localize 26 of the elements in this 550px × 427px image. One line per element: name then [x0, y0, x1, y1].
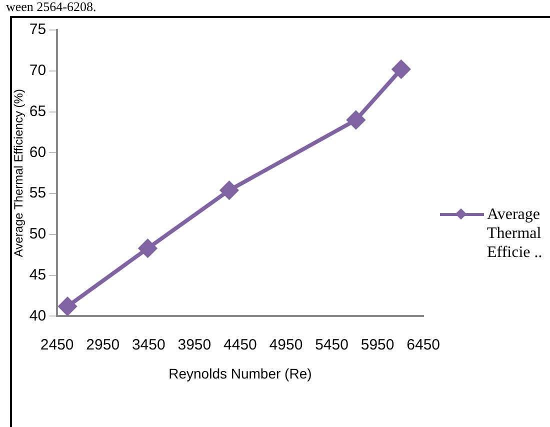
y-tick-label: 65: [29, 102, 46, 120]
x-tick-label: 4450: [224, 336, 257, 354]
x-tick-label: 4950: [269, 336, 303, 354]
y-tick-label: 70: [29, 62, 46, 80]
point: [346, 110, 365, 129]
y-tick-label: 60: [29, 144, 46, 161]
y-tick-label: 50: [29, 226, 46, 243]
y-tick-label: 75: [29, 21, 46, 38]
y-tick-label: 40: [29, 307, 46, 324]
x-tick-label: 6450: [406, 336, 440, 354]
point: [392, 60, 410, 78]
y-axis-title: Average Thermal Efficiency (%): [12, 89, 26, 258]
x-tick-label: 5950: [360, 336, 394, 354]
point: [220, 181, 238, 200]
x-tick-label: 2950: [86, 336, 120, 354]
point: [58, 297, 77, 316]
y-tick-label: 55: [29, 184, 46, 202]
x-tick-label: 3450: [132, 336, 166, 354]
y-tick-label: 45: [29, 266, 46, 284]
x-tick-label: 2450: [40, 336, 74, 354]
text: ween 2564-6208.: [6, 0, 96, 14]
x-axis-title: Reynolds Number (Re): [168, 365, 312, 382]
x-tick-label: 5450: [315, 336, 348, 354]
point: [138, 239, 157, 258]
x-tick-label: 3950: [178, 336, 212, 354]
legend-label: Average Thermal Efficie ..: [487, 205, 544, 262]
